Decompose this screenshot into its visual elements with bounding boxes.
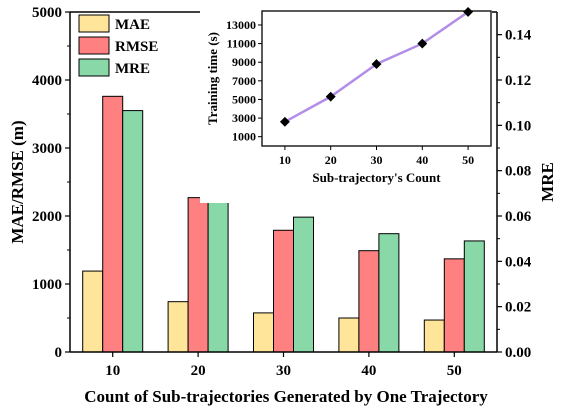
x-tick-label-20: 20 xyxy=(191,363,206,379)
right-tick-label-0.00: 0.00 xyxy=(505,345,531,361)
bar-mre-30 xyxy=(293,216,314,353)
bar-mre-50 xyxy=(463,240,485,353)
inset-y-tick-label-1000: 1000 xyxy=(232,130,256,144)
legend: MAE RMSE MRE xyxy=(78,14,158,77)
bar-mre-10 xyxy=(122,110,144,353)
bar-mae-20 xyxy=(167,301,189,353)
x-tick-label-30: 30 xyxy=(276,363,291,379)
inset-y-tick-label-3000: 3000 xyxy=(232,111,256,125)
left-tick-label-5000: 5000 xyxy=(32,5,62,21)
left-tick-label-1000: 1000 xyxy=(32,277,62,293)
left-tick-label-0: 0 xyxy=(55,345,63,361)
legend-swatch-rmse xyxy=(78,36,110,55)
bar-mae-50 xyxy=(423,319,445,353)
x-tick-label-40: 40 xyxy=(361,363,376,379)
right-tick-label-0.10: 0.10 xyxy=(505,118,531,134)
left-tick-label-2000: 2000 xyxy=(32,209,62,225)
inset-background xyxy=(200,8,492,203)
bar-rmse-40 xyxy=(358,250,380,353)
inset-x-tick-label-50: 50 xyxy=(462,153,474,167)
inset-x-tick-label-10: 10 xyxy=(279,153,291,167)
x-axis-title: Count of Sub-trajectories Generated by O… xyxy=(84,387,488,406)
bar-mae-10 xyxy=(82,270,104,353)
inset-y-tick-label-9000: 9000 xyxy=(232,55,256,69)
legend-label-mre: MRE xyxy=(115,61,150,77)
bar-mre-20 xyxy=(207,182,229,353)
right-tick-label-0.14: 0.14 xyxy=(505,28,532,44)
right-tick-label-0.06: 0.06 xyxy=(505,209,532,225)
legend-swatch-mre xyxy=(78,58,110,77)
legend-label-mae: MAE xyxy=(115,17,150,33)
inset-x-tick-label-40: 40 xyxy=(416,153,428,167)
right-tick-label-0.04: 0.04 xyxy=(505,254,532,270)
left-tick-label-4000: 4000 xyxy=(32,73,62,89)
right-tick-label-0.08: 0.08 xyxy=(505,164,531,180)
x-tick-label-10: 10 xyxy=(105,363,120,379)
y-axis-title-left: MAE/RMSE (m) xyxy=(8,120,27,243)
bar-rmse-10 xyxy=(102,95,124,353)
inset-y-tick-label-5000: 5000 xyxy=(232,92,256,106)
inset-y-tick-label-11000: 11000 xyxy=(227,37,256,51)
bar-rmse-20 xyxy=(187,197,209,353)
bar-rmse-50 xyxy=(443,258,465,353)
y-axis-title-right: MRE xyxy=(538,162,557,202)
inset-y-tick-label-13000: 13000 xyxy=(226,18,256,32)
legend-label-rmse: RMSE xyxy=(115,39,158,55)
inset-y-axis-title: Training time (s) xyxy=(205,32,220,125)
legend-swatch-mae xyxy=(78,14,110,33)
bar-mae-30 xyxy=(253,312,274,353)
bar-mre-40 xyxy=(378,233,400,353)
inset-y-tick-label-7000: 7000 xyxy=(232,74,256,88)
right-tick-label-0.02: 0.02 xyxy=(505,300,531,316)
inset-x-tick-label-30: 30 xyxy=(371,153,383,167)
bar-rmse-30 xyxy=(273,229,294,353)
bar-mae-40 xyxy=(338,317,360,353)
inset-x-tick-label-20: 20 xyxy=(325,153,337,167)
x-tick-label-50: 50 xyxy=(447,363,462,379)
inset-x-axis-title: Sub-trajectory's Count xyxy=(312,170,441,185)
right-tick-label-0.12: 0.12 xyxy=(505,73,531,89)
left-tick-label-3000: 3000 xyxy=(32,141,62,157)
bars-group xyxy=(82,95,485,353)
